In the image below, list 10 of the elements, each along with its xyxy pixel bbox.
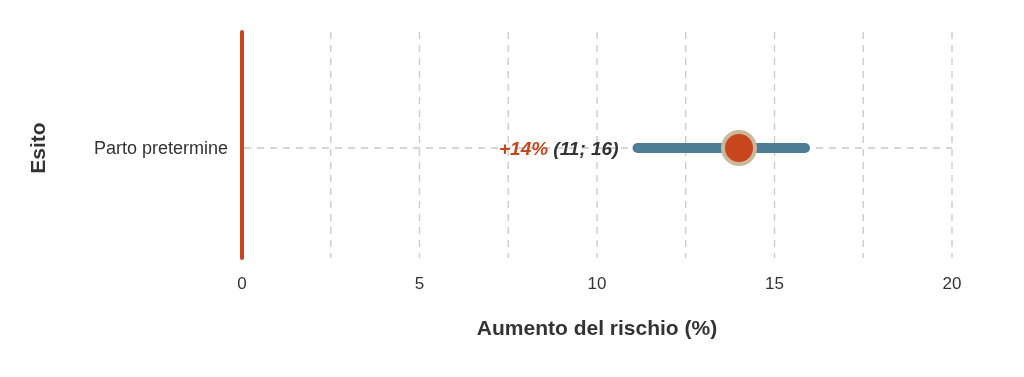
x-axis-title: Aumento del rischio (%) [476,316,718,339]
y-axis-title: Esito [26,122,49,174]
x-tick-label: 20 [942,274,962,293]
x-tick-label: 0 [237,274,247,293]
x-tick-label: 5 [414,274,425,293]
y-tick-label: Parto pretermine [93,138,228,159]
x-tick-label: 10 [587,274,607,293]
annotation: (11; 16) [548,137,619,159]
annotation: +14% [498,137,549,159]
x-tick-label: 15 [765,274,784,293]
